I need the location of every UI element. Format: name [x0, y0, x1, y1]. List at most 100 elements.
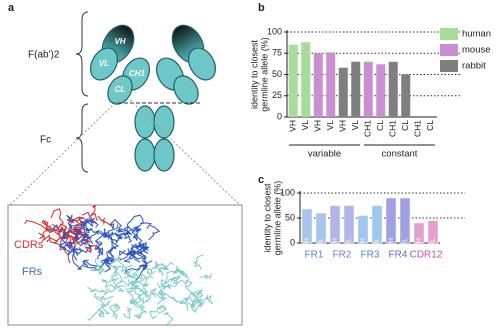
antibody-diagram: F(ab')2 Fc VH VL CH1 CL CDRs FRs [7, 11, 243, 326]
residue-trace [114, 257, 129, 274]
residue-trace [104, 256, 115, 273]
x-tick-label: VL [402, 238, 409, 247]
residue-trace [130, 244, 147, 260]
residue-trace [85, 237, 93, 251]
bar [427, 220, 439, 244]
domain-label: CL [115, 85, 126, 94]
residue-trace [184, 284, 204, 296]
bar [315, 212, 327, 244]
residue-trace [183, 292, 197, 301]
group-label: FR1 [305, 250, 324, 261]
residue-trace [94, 228, 106, 245]
residue-trace [97, 309, 105, 317]
brace [75, 103, 89, 173]
y-tick-label: 50 [285, 212, 295, 222]
x-tick-label: VL [374, 238, 381, 247]
residue-trace [87, 301, 111, 321]
domain-label: CH1 [129, 69, 146, 78]
x-tick-label: CL [400, 120, 410, 131]
legend-label: human [462, 29, 491, 40]
y-tick-label: 100 [280, 187, 295, 197]
legend-swatch [440, 60, 458, 72]
bar [385, 197, 397, 244]
y-axis-label: germline allele (%) [272, 181, 282, 256]
residue-trace [53, 225, 65, 237]
residue-trace [109, 304, 120, 319]
residue-trace [139, 287, 148, 296]
bar [363, 61, 373, 117]
group-label: variable [308, 149, 341, 160]
residue-trace [115, 223, 129, 233]
residue-trace [130, 273, 151, 283]
residue-trace [160, 261, 174, 271]
residue-trace [41, 220, 53, 232]
fab-label: F(ab')2 [28, 50, 60, 61]
residue-trace [97, 243, 104, 260]
legend-swatch [440, 44, 458, 56]
domain [134, 105, 156, 139]
domain [187, 47, 217, 81]
panel-label: b [258, 2, 265, 14]
bar [399, 197, 411, 244]
x-tick-label: VH [338, 120, 348, 132]
residue-trace [112, 302, 121, 317]
x-tick-label: CH1 [413, 120, 423, 137]
residue-trace [122, 231, 133, 244]
residue-trace [139, 241, 153, 265]
bar [301, 42, 311, 118]
x-tick-label: VH [313, 120, 323, 132]
residue-trace [82, 259, 98, 268]
residue-trace [157, 288, 167, 305]
domain-label: VH [114, 37, 125, 46]
residue-trace [186, 298, 198, 309]
zoom-line [9, 99, 119, 206]
bar [338, 67, 348, 117]
y-tick-label: 100 [267, 26, 282, 36]
x-tick-label: VH [416, 238, 423, 248]
x-tick-label: VH [288, 120, 298, 132]
panel-label: a [8, 2, 15, 14]
residue-trace [60, 232, 70, 248]
bar [326, 52, 336, 117]
y-tick-label: 25 [272, 90, 282, 100]
legend-label: mouse [462, 45, 491, 56]
y-axis-label: germline allele (%) [259, 37, 269, 112]
residue-trace [95, 297, 111, 315]
y-tick-label: 75 [272, 48, 282, 58]
residue-trace [83, 217, 96, 224]
residue-trace [132, 311, 144, 320]
residue-trace [66, 234, 80, 245]
residue-trace [195, 298, 205, 308]
x-tick-label: CL [425, 120, 435, 131]
residue-trace [140, 297, 152, 308]
residue-trace [101, 279, 117, 290]
residue-trace [157, 288, 166, 297]
residue-trace [131, 225, 142, 237]
residue-trace [112, 264, 133, 275]
residue-trace [93, 292, 114, 301]
group-label: FR2 [333, 250, 352, 261]
x-tick-label: VL [318, 238, 325, 247]
group-label: FR4 [389, 250, 408, 261]
residue-trace [97, 215, 113, 227]
residue-trace [107, 234, 124, 245]
x-tick-label: VH [388, 238, 395, 248]
residue-trace [103, 231, 123, 238]
bar [313, 53, 323, 117]
x-tick-label: VL [325, 120, 335, 131]
domain [153, 138, 175, 172]
y-tick-label: 50 [272, 69, 282, 79]
residue-trace [151, 263, 164, 277]
bar [288, 44, 298, 117]
x-tick-label: VH [304, 238, 311, 248]
residue-trace [85, 227, 101, 245]
zoom-line [129, 99, 241, 206]
residue-trace [127, 214, 152, 225]
protein-structure [24, 205, 213, 326]
residue-trace [72, 250, 85, 270]
residue-trace [49, 224, 70, 239]
y-tick-label: 0 [277, 111, 282, 121]
residue-trace [161, 274, 181, 289]
